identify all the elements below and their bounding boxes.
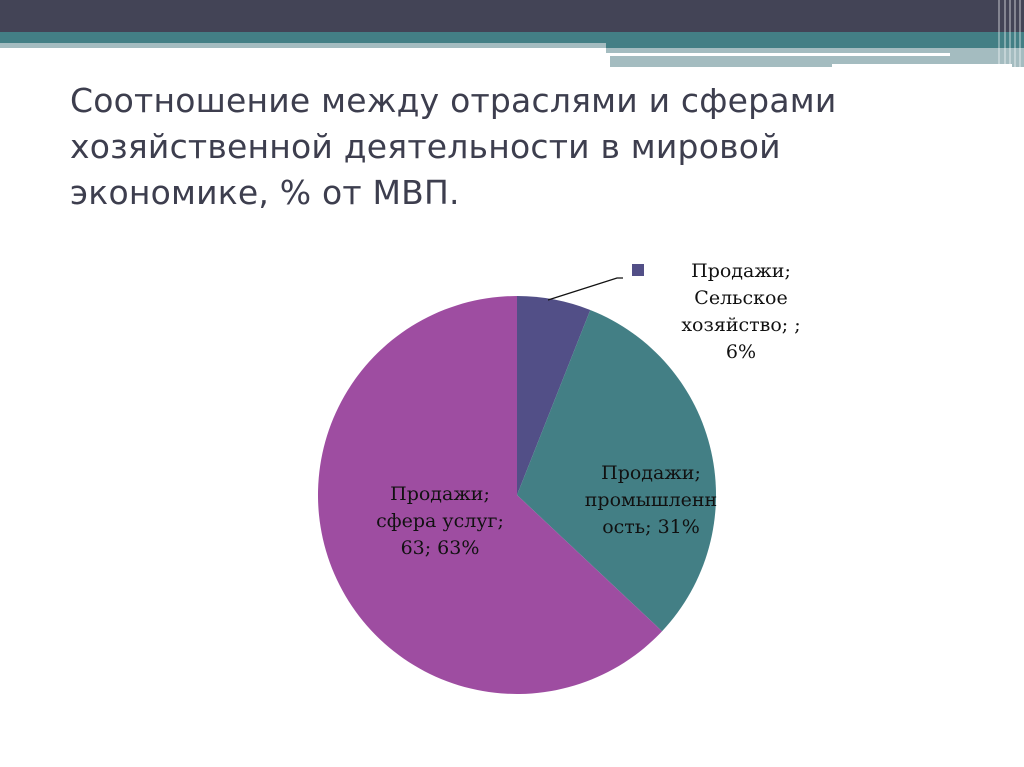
label-line: 63; 63% xyxy=(400,537,480,559)
data-label-services: Продажи; сфера услуг; 63; 63% xyxy=(350,481,530,562)
label-line: хозяйство; ; xyxy=(681,314,801,336)
title-line-1: Соотношение между отраслями и сферами xyxy=(70,81,837,120)
label-line: Сельское xyxy=(694,287,788,309)
title-line-3: экономике, % от МВП. xyxy=(70,173,460,212)
data-label-industry: Продажи; промышленн ость; 31% xyxy=(566,460,736,541)
pie-slice-industry xyxy=(517,309,716,632)
legend-square-icon xyxy=(632,264,644,276)
header-band-teal-right xyxy=(606,43,1024,48)
label-line: Продажи; xyxy=(691,260,791,282)
label-line: 6% xyxy=(725,341,757,363)
header-white-line xyxy=(612,53,950,56)
leader-line xyxy=(547,277,623,301)
header-white-cut xyxy=(832,64,1012,68)
header-band-light-right-1 xyxy=(606,48,1024,53)
label-line: промышленн xyxy=(584,489,718,511)
label-line: ость; 31% xyxy=(602,516,700,538)
header-band-light-right-1b xyxy=(950,53,1024,56)
header-band-teal xyxy=(0,32,1024,43)
pie-slice-agriculture xyxy=(517,296,591,495)
label-line: сфера услуг; xyxy=(376,510,504,532)
label-line: Продажи; xyxy=(601,462,701,484)
slide-title: Соотношение между отраслями и сферами хо… xyxy=(70,78,930,216)
title-line-2: хозяйственной деятельности в мировой xyxy=(70,127,781,166)
header-vertical-stripes xyxy=(996,0,1024,67)
header-band-light-right-2 xyxy=(610,56,1024,67)
header-band-light-left xyxy=(0,43,606,48)
label-line: Продажи; xyxy=(390,483,490,505)
header-band-dark xyxy=(0,0,1024,32)
data-label-agriculture: Продажи; Сельское хозяйство; ; 6% xyxy=(640,258,826,366)
pie-slice-services xyxy=(317,295,663,694)
